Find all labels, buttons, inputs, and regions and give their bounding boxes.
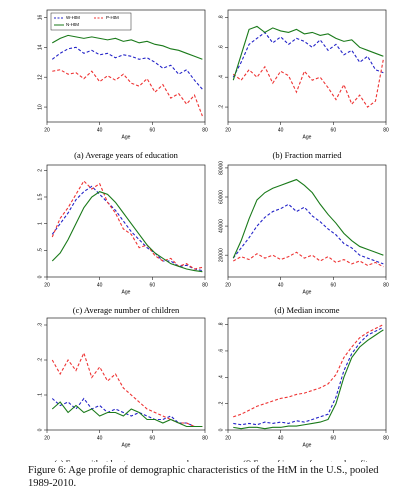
legend-label: P-HtM (106, 15, 119, 20)
plot-frame (227, 9, 387, 123)
series-line (233, 251, 384, 268)
series-line (52, 69, 203, 117)
x-tick-label: 40 (278, 435, 284, 441)
y-tick-label: .4 (218, 75, 224, 79)
plot-frame (227, 164, 387, 278)
y-tick-label: 0 (218, 428, 224, 431)
panel-title: (f) Frac. of income from gov. benefits (243, 458, 371, 462)
x-tick-label: 60 (150, 282, 156, 288)
x-tick-label: 60 (150, 127, 156, 133)
series-line (232, 203, 384, 265)
legend-label: W-HtM (66, 15, 80, 20)
series-line (232, 59, 384, 108)
plot-frame (46, 317, 206, 431)
x-tick-label: 80 (383, 127, 389, 133)
x-axis-label: Age (122, 442, 131, 448)
y-tick-label: 10 (37, 104, 43, 110)
y-tick-label: .1 (37, 393, 43, 397)
x-axis-label: Age (303, 134, 312, 140)
figure-caption: Figure 6: Age profile of demographic cha… (28, 465, 379, 489)
y-tick-label: .8 (218, 322, 224, 326)
y-tick-label: 14 (37, 44, 43, 50)
series-line (232, 178, 384, 259)
y-tick-label: 0 (37, 428, 43, 431)
panel-title: (d) Median income (274, 305, 339, 315)
y-tick-label: 1.5 (37, 193, 43, 200)
x-tick-label: 20 (44, 435, 50, 441)
y-tick-label: 12 (37, 74, 43, 80)
y-tick-label: .6 (218, 45, 224, 49)
x-tick-label: 60 (331, 435, 337, 441)
x-tick-label: 20 (225, 127, 231, 133)
series-line (51, 185, 203, 272)
y-tick-label: .2 (37, 358, 43, 362)
series-line (51, 191, 203, 273)
x-tick-label: 80 (202, 435, 208, 441)
series-line (233, 329, 384, 430)
x-tick-label: 20 (44, 127, 50, 133)
x-tick-label: 60 (331, 282, 337, 288)
y-tick-label: .2 (218, 105, 224, 109)
series-line (51, 34, 203, 60)
x-axis-label: Age (303, 289, 312, 295)
x-tick-label: 80 (202, 127, 208, 133)
plot-frame (227, 317, 387, 431)
series-line (233, 326, 384, 426)
y-tick-label: 40000 (218, 219, 224, 233)
y-tick-label: .4 (218, 375, 224, 379)
series-line (232, 31, 384, 78)
x-tick-label: 20 (225, 282, 231, 288)
series-line (51, 46, 203, 90)
panel-title: (e) Frac. with at least one unemp. membe… (54, 458, 198, 462)
series-line (51, 401, 203, 428)
x-tick-label: 40 (278, 282, 284, 288)
x-tick-label: 20 (44, 282, 50, 288)
y-tick-label: 1 (37, 222, 43, 225)
panel-title: (c) Average number of children (73, 305, 180, 315)
panel-title: (a) Average years of education (74, 150, 178, 160)
x-tick-label: 60 (150, 435, 156, 441)
legend-label: N-HtM (66, 22, 79, 27)
x-axis-label: Age (303, 442, 312, 448)
y-tick-label: 2 (37, 169, 43, 172)
plot-frame (46, 164, 206, 278)
x-axis-label: Age (122, 134, 131, 140)
x-tick-label: 40 (97, 127, 103, 133)
y-tick-label: 16 (37, 14, 43, 20)
x-tick-label: 80 (383, 435, 389, 441)
series-line (51, 351, 203, 428)
plot-frame (46, 9, 206, 123)
y-tick-label: 0 (37, 275, 43, 278)
x-tick-label: 60 (331, 127, 337, 133)
panel-title: (b) Fraction married (273, 150, 343, 160)
x-tick-label: 80 (383, 282, 389, 288)
x-tick-label: 40 (97, 435, 103, 441)
series-line (51, 180, 203, 270)
x-tick-label: 20 (225, 435, 231, 441)
y-tick-label: 20000 (218, 248, 224, 262)
y-tick-label: 60000 (218, 190, 224, 204)
x-tick-label: 80 (202, 282, 208, 288)
series-line (232, 25, 384, 81)
y-tick-label: .6 (218, 349, 224, 353)
series-line (233, 324, 384, 418)
y-tick-label: 80000 (218, 161, 224, 175)
y-tick-label: .5 (37, 248, 43, 252)
y-tick-label: .3 (37, 323, 43, 327)
y-tick-label: .2 (218, 401, 224, 405)
x-tick-label: 40 (97, 282, 103, 288)
legend-box (50, 12, 132, 31)
y-tick-label: .8 (218, 15, 224, 19)
x-tick-label: 40 (278, 127, 284, 133)
x-axis-label: Age (122, 289, 131, 295)
